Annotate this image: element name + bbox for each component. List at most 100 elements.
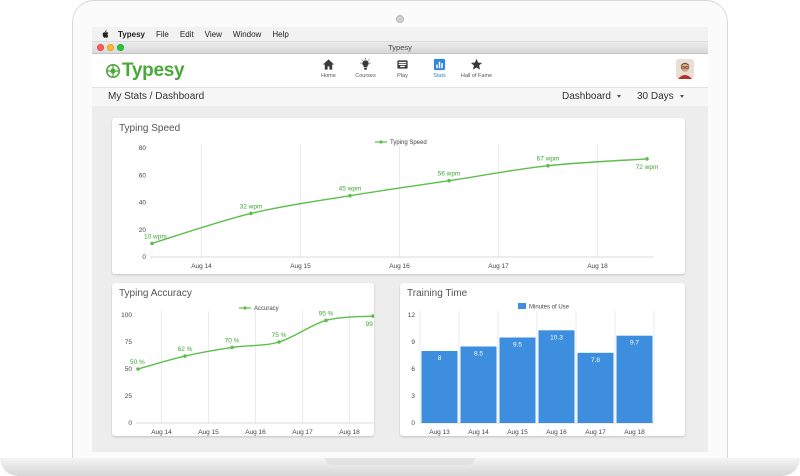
training-x-tick: Aug 16 <box>546 429 567 436</box>
chevron-down-icon <box>679 95 684 98</box>
training-bar-label: 9.7 <box>630 340 639 347</box>
accuracy-data-point <box>324 318 328 323</box>
menu-app-name[interactable]: Typesy <box>118 29 145 39</box>
accuracy-data-point <box>183 354 187 358</box>
accuracy-data-point <box>136 367 140 371</box>
speed-data-label: 45 wpm <box>339 186 362 193</box>
accuracy-data-point <box>371 314 374 318</box>
training-bar <box>616 335 653 423</box>
accuracy-y-tick: 50 <box>125 366 133 373</box>
accuracy-series-line <box>137 315 374 370</box>
speed-series-line <box>151 158 648 245</box>
accuracy-data-label: 70 % <box>225 337 240 344</box>
user-avatar-icon <box>676 59 694 79</box>
speed-y-tick: 60 <box>139 172 147 179</box>
nav-courses[interactable]: Courses <box>347 58 384 79</box>
accuracy-x-tick: Aug 17 <box>292 429 313 436</box>
training-bar-label: 9.5 <box>513 342 522 349</box>
main-nav: Home Courses Play <box>310 58 495 79</box>
sub-header: My Stats / Dashboard Dashboard 30 Days <box>92 88 708 106</box>
webcam <box>396 15 404 23</box>
typing-accuracy-chart: 0 25 50 75 100 Aug 14 Aug 15 Aug 16 Aug 17 Aug 18… <box>121 306 374 436</box>
window-titlebar: Typesy <box>92 42 708 54</box>
app-header: Typesy Home Courses <box>92 54 708 88</box>
accuracy-x-tick: Aug 15 <box>198 429 219 436</box>
range-dropdown-label: 30 Days <box>637 91 674 102</box>
training-bar-label: 10.3 <box>550 334 563 341</box>
accuracy-data-label: 95 % <box>319 310 334 317</box>
menu-edit[interactable]: Edit <box>179 29 194 39</box>
brand-name: Typesy <box>122 60 185 81</box>
nav-hall-of-fame[interactable]: Hall of Fame <box>458 58 495 79</box>
accuracy-legend-label: Accuracy <box>254 306 279 312</box>
training-time-chart: 0 3 6 9 12 Minutes of Use 8 Aug 13 8.5 Aug 14 9.5 A… <box>408 303 655 436</box>
accuracy-data-label: 50 % <box>130 359 145 366</box>
training-time-card: Training Time 0 3 6 9 12 Minutes of Use 8 Aug 1… <box>400 283 685 436</box>
typing-accuracy-card: Typing Accuracy 0 25 50 75 100 Aug 14 Aug 15 Au… <box>112 283 374 436</box>
training-y-tick: 0 <box>411 420 415 427</box>
nav-home-label: Home <box>321 73 336 79</box>
training-bar <box>577 352 614 423</box>
screen: Typesy File Edit View Window Help Typesy… <box>92 27 708 452</box>
nav-courses-label: Courses <box>355 73 376 79</box>
avatar[interactable] <box>676 59 694 79</box>
speed-data-point <box>249 211 253 216</box>
close-window-button[interactable] <box>97 44 104 51</box>
typing-speed-title: Typing Speed <box>119 123 181 134</box>
typing-speed-chart: 0 20 40 60 80 Aug 14 Aug 15 Aug 16 Aug 17 Aug 18 T… <box>139 140 659 270</box>
view-dropdown[interactable]: Dashboard <box>562 91 621 102</box>
speed-data-point <box>150 241 154 246</box>
training-x-tick: Aug 14 <box>468 429 489 436</box>
accuracy-data-point <box>230 345 234 350</box>
accuracy-y-tick: 75 <box>125 339 133 346</box>
nav-home[interactable]: Home <box>310 58 347 79</box>
training-x-tick: Aug 18 <box>624 429 645 436</box>
nav-play-label: Play <box>397 73 408 79</box>
speed-legend-label: Typing Speed <box>390 140 427 146</box>
training-x-tick: Aug 13 <box>429 429 450 436</box>
training-x-tick: Aug 17 <box>585 429 606 436</box>
minimize-window-button[interactable] <box>107 44 114 51</box>
menu-help[interactable]: Help <box>272 29 289 39</box>
nav-hall-of-fame-label: Hall of Fame <box>460 73 493 79</box>
menu-window[interactable]: Window <box>232 29 262 39</box>
accuracy-y-tick: 100 <box>121 312 132 319</box>
nav-play[interactable]: Play <box>384 58 421 79</box>
laptop-notch <box>325 458 475 465</box>
home-icon <box>322 59 335 70</box>
bar-chart-icon <box>433 58 446 71</box>
nav-stats[interactable]: Stats <box>421 58 458 79</box>
menu-file[interactable]: File <box>155 29 169 39</box>
speed-legend-marker <box>379 140 383 144</box>
speed-data-label: 67 wpm <box>537 156 560 163</box>
accuracy-legend-marker <box>243 306 247 310</box>
training-bar <box>421 351 458 423</box>
speed-x-tick: Aug 17 <box>488 263 509 270</box>
speed-x-tick: Aug 15 <box>290 263 311 270</box>
speed-data-point <box>348 193 352 198</box>
training-y-tick: 9 <box>411 339 415 346</box>
menu-view[interactable]: View <box>204 29 222 39</box>
speed-x-tick: Aug 14 <box>191 263 212 270</box>
apple-icon[interactable] <box>100 29 110 39</box>
typesy-logo[interactable]: Typesy <box>106 60 185 81</box>
speed-data-label: 56 wpm <box>438 171 461 178</box>
zoom-window-button[interactable] <box>117 44 124 51</box>
speed-data-label: 10 wpm <box>144 233 167 240</box>
training-legend-swatch <box>518 303 526 309</box>
accuracy-x-tick: Aug 18 <box>339 429 360 436</box>
keyboard-icon <box>397 60 408 69</box>
speed-x-tick: Aug 18 <box>587 263 608 270</box>
chevron-down-icon <box>616 95 621 98</box>
training-bar-label: 8 <box>438 355 442 362</box>
typing-accuracy-title: Typing Accuracy <box>119 288 192 299</box>
training-bar-label: 7.8 <box>591 357 600 364</box>
speed-data-point <box>645 157 649 161</box>
accuracy-data-label: 62 % <box>178 346 193 353</box>
view-dropdown-label: Dashboard <box>562 91 611 102</box>
training-x-tick: Aug 15 <box>507 429 528 436</box>
accuracy-x-tick: Aug 16 <box>245 429 266 436</box>
star-icon <box>470 58 483 70</box>
range-dropdown[interactable]: 30 Days <box>637 91 684 102</box>
accuracy-x-tick: Aug 14 <box>151 429 172 436</box>
